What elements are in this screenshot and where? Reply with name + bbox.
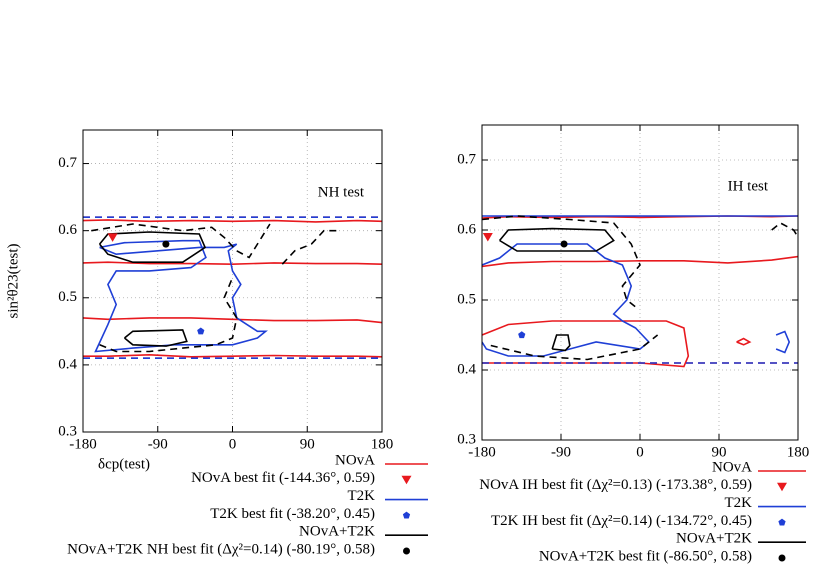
- annotation: NH test: [318, 184, 365, 200]
- legend-label: T2K: [348, 488, 376, 504]
- best-fit-marker: [402, 511, 411, 519]
- annotation: IH test: [728, 178, 769, 194]
- contour-line: [123, 329, 188, 347]
- y-axis-label: sin²θ23(test): [5, 243, 21, 318]
- contour-line: [771, 222, 798, 238]
- best-fit-marker: [197, 327, 205, 335]
- x-tick-label: -180: [69, 436, 97, 452]
- y-tick-label: 0.6: [58, 222, 77, 238]
- contour-line: [98, 231, 207, 263]
- contour-line: [83, 353, 382, 358]
- y-tick-label: 0.3: [457, 431, 476, 447]
- contour-line: [490, 334, 659, 361]
- legend-label: NOvA+T2K best fit (-86.50°, 0.58): [539, 548, 752, 564]
- best-fit-marker: [777, 482, 787, 492]
- x-tick-label: -90: [148, 436, 168, 452]
- contour-line: [91, 223, 271, 259]
- y-tick-label: 0.4: [58, 356, 77, 372]
- best-fit-marker: [778, 554, 786, 562]
- y-tick-label: 0.6: [457, 221, 476, 237]
- legend-label: NOvA: [712, 459, 752, 475]
- x-tick-label: -90: [551, 444, 571, 460]
- contour-line: [83, 317, 382, 324]
- x-tick-label: 180: [371, 436, 394, 452]
- y-tick-label: 0.7: [58, 155, 77, 171]
- contour-line: [736, 337, 752, 346]
- best-fit-marker: [162, 240, 170, 248]
- best-fit-marker: [778, 518, 786, 526]
- contour-line: [94, 239, 268, 353]
- contour-line: [83, 261, 382, 266]
- x-tick-label: 90: [300, 436, 315, 452]
- contour-line: [482, 255, 798, 268]
- y-tick-label: 0.5: [58, 289, 77, 305]
- best-fit-marker: [403, 547, 410, 555]
- x-axis-label: δcp(test): [98, 456, 150, 472]
- legend-label: NOvA+T2K NH best fit (Δχ²=0.14) (-80.19°…: [67, 541, 375, 557]
- plot-area: [83, 216, 382, 359]
- legend-label: NOvA+T2K: [676, 531, 752, 547]
- contour-line: [83, 219, 382, 223]
- y-tick-label: 0.7: [457, 151, 476, 167]
- contour-line: [775, 330, 791, 354]
- contour-line: [482, 215, 641, 308]
- best-fit-marker: [107, 233, 118, 242]
- plot-area: [482, 215, 798, 368]
- legend-label: NOvA IH best fit (Δχ²=0.13) (-173.38°, 0…: [479, 477, 752, 493]
- x-tick-label: 0: [636, 444, 644, 460]
- contour-line: [498, 227, 615, 252]
- legend-label: T2K IH best fit (Δχ²=0.14) (-134.72°, 0.…: [491, 513, 752, 529]
- legend-label: T2K best fit (-38.20°, 0.45): [210, 506, 375, 522]
- contour-line: [551, 334, 571, 352]
- x-tick-label: -180: [468, 444, 496, 460]
- contour-line: [281, 229, 337, 265]
- legend-label: NOvA: [335, 452, 375, 468]
- best-fit-marker: [560, 240, 568, 248]
- best-fit-marker: [401, 475, 412, 485]
- x-tick-label: 180: [787, 444, 810, 460]
- legend-label: T2K: [725, 495, 753, 511]
- best-fit-marker: [482, 233, 493, 242]
- y-tick-label: 0.4: [457, 361, 476, 377]
- legend-label: NOvA+T2K: [299, 524, 375, 540]
- y-tick-label: 0.5: [457, 291, 476, 307]
- x-tick-label: 0: [229, 436, 237, 452]
- plot-frame: [82, 129, 383, 433]
- x-tick-label: 90: [712, 444, 727, 460]
- legend-label: NOvA best fit (-144.36°, 0.59): [191, 470, 375, 486]
- y-tick-label: 0.3: [58, 423, 77, 439]
- best-fit-marker: [518, 331, 526, 339]
- plot-frame: [481, 124, 799, 441]
- contour-line: [99, 277, 238, 353]
